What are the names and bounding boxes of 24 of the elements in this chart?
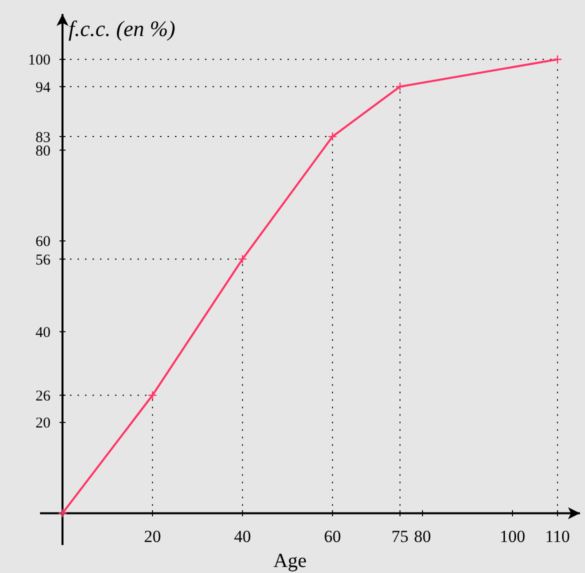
x-tick-label: 100 [500,527,526,546]
y-tick-label: 40 [36,324,50,341]
y-tick-label: 60 [36,234,50,250]
y-tick-label: 80 [36,143,50,160]
point [238,254,248,264]
y-tick-label: 83 [36,130,50,146]
x-tick-label: 20 [144,527,161,546]
y-axis-title: f.c.c. (en %) [68,16,176,41]
x-axis-title: Age [273,550,307,572]
y-tick-label: 26 [36,388,51,404]
point [552,54,562,64]
y-tick-label: 20 [36,416,50,432]
x-tick-label: 110 [545,527,570,546]
point [395,82,405,92]
point [148,390,158,400]
y-tick-label: 100 [28,52,50,69]
y-tick-label: 56 [36,252,51,268]
point [58,508,68,518]
x-tick-label: 80 [414,527,431,546]
x-tick-label: 75 [392,527,408,546]
x-tick-label: 60 [324,527,341,546]
point [328,132,338,142]
x-tick-label: 40 [234,527,251,546]
y-tick-label: 94 [36,80,51,96]
